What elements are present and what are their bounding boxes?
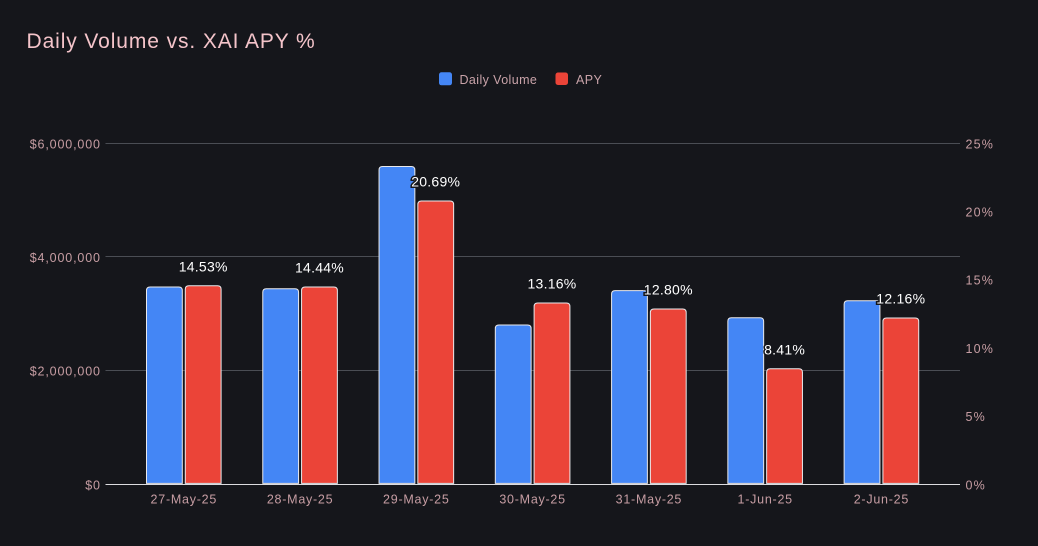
svg-text:10%: 10% <box>966 342 995 356</box>
svg-text:13.16%: 13.16% <box>528 276 577 292</box>
svg-text:0%: 0% <box>966 478 986 492</box>
svg-text:2-Jun-25: 2-Jun-25 <box>854 493 909 507</box>
svg-text:31-May-25: 31-May-25 <box>616 493 683 507</box>
svg-text:27-May-25: 27-May-25 <box>151 493 218 507</box>
svg-text:30-May-25: 30-May-25 <box>499 493 566 507</box>
svg-text:1-Jun-25: 1-Jun-25 <box>738 493 793 507</box>
svg-text:12.80%: 12.80% <box>644 282 693 298</box>
svg-text:28-May-25: 28-May-25 <box>267 493 334 507</box>
svg-text:APY: APY <box>576 73 602 87</box>
svg-text:12.16%: 12.16% <box>876 291 925 307</box>
svg-text:15%: 15% <box>966 274 995 288</box>
svg-text:14.53%: 14.53% <box>179 258 228 274</box>
svg-text:5%: 5% <box>966 410 986 424</box>
svg-text:20%: 20% <box>966 206 995 220</box>
svg-text:$6,000,000: $6,000,000 <box>30 137 101 151</box>
svg-text:8.41%: 8.41% <box>764 341 805 357</box>
svg-text:$4,000,000: $4,000,000 <box>30 251 101 265</box>
svg-text:Daily Volume: Daily Volume <box>460 73 538 87</box>
svg-text:25%: 25% <box>966 137 995 151</box>
svg-text:20.69%: 20.69% <box>411 174 460 190</box>
svg-text:14.44%: 14.44% <box>295 260 344 276</box>
svg-text:$0: $0 <box>85 478 101 492</box>
svg-text:$2,000,000: $2,000,000 <box>30 365 101 379</box>
svg-text:Daily Volume vs. XAI APY %: Daily Volume vs. XAI APY % <box>27 30 316 53</box>
svg-text:29-May-25: 29-May-25 <box>383 493 450 507</box>
